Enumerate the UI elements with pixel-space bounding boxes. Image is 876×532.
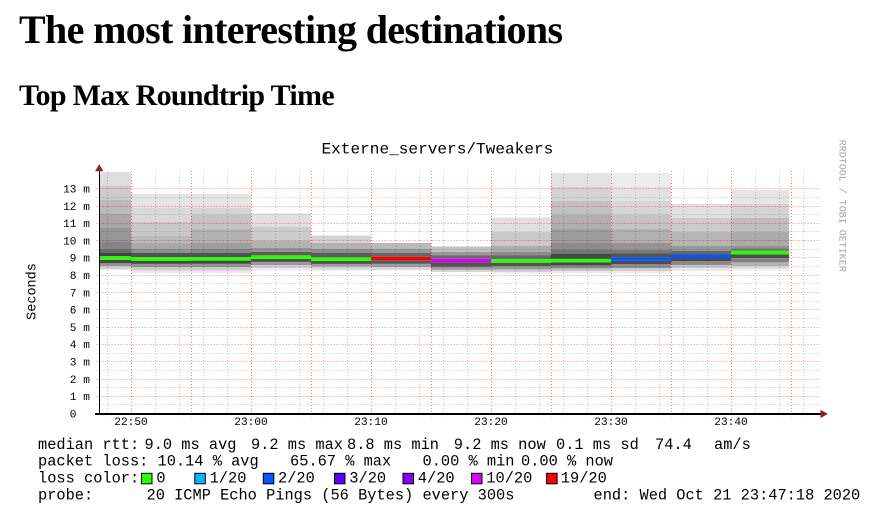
svg-text:74.4: 74.4	[655, 436, 692, 454]
svg-text:median rtt:: median rtt:	[38, 436, 139, 454]
svg-text:9.0 ms avg: 9.0 ms avg	[145, 436, 237, 454]
svg-text:11: 11	[63, 219, 77, 231]
svg-text:m: m	[83, 340, 90, 352]
svg-text:3/20: 3/20	[349, 470, 386, 488]
svg-text:end: Wed Oct 21 23:47:18 2020: end: Wed Oct 21 23:47:18 2020	[594, 487, 861, 505]
svg-text:9.2 ms now: 9.2 ms now	[454, 436, 547, 454]
svg-text:23:40: 23:40	[714, 417, 748, 429]
svg-text:m: m	[83, 254, 90, 266]
svg-text:20 ICMP Echo Pings (56 Bytes): 20 ICMP Echo Pings (56 Bytes) every 300s	[147, 487, 515, 505]
svg-text:7: 7	[70, 288, 77, 300]
svg-text:13: 13	[63, 185, 76, 197]
svg-text:m: m	[83, 358, 90, 370]
svg-text:m: m	[83, 323, 90, 335]
svg-text:19/20: 19/20	[561, 470, 607, 488]
svg-text:12: 12	[63, 202, 76, 214]
svg-text:23:10: 23:10	[354, 417, 388, 429]
svg-text:1/20: 1/20	[210, 470, 247, 488]
svg-text:3: 3	[70, 358, 77, 370]
svg-text:packet loss:: packet loss:	[38, 453, 148, 471]
svg-text:2: 2	[70, 375, 77, 387]
svg-text:loss color:: loss color:	[38, 470, 139, 488]
svg-text:23:30: 23:30	[594, 417, 628, 429]
svg-text:0: 0	[70, 409, 77, 421]
svg-text:9: 9	[70, 254, 77, 266]
svg-text:10: 10	[63, 236, 77, 248]
svg-text:5: 5	[70, 323, 77, 335]
svg-text:8: 8	[70, 271, 77, 283]
svg-text:m: m	[83, 375, 90, 387]
svg-text:am/s: am/s	[714, 436, 751, 454]
svg-text:10/20: 10/20	[486, 470, 532, 488]
svg-text:4: 4	[70, 340, 77, 352]
svg-text:Externe_servers/Tweakers: Externe_servers/Tweakers	[322, 141, 554, 159]
svg-text:0.00 % now: 0.00 % now	[521, 453, 614, 471]
svg-text:65.67 % max: 65.67 % max	[290, 453, 391, 471]
svg-text:8.8 ms min: 8.8 ms min	[347, 436, 439, 454]
svg-text:23:20: 23:20	[474, 417, 508, 429]
svg-text:1: 1	[70, 392, 77, 404]
svg-text:22:50: 22:50	[114, 417, 148, 429]
svg-text:probe:: probe:	[38, 487, 93, 505]
svg-text:m: m	[83, 202, 90, 214]
svg-text:0.1 ms sd: 0.1 ms sd	[556, 436, 639, 454]
svg-text:m: m	[83, 306, 90, 318]
svg-text:0.00 % min: 0.00 % min	[423, 453, 515, 471]
svg-text:m: m	[83, 271, 90, 283]
svg-text:m: m	[83, 236, 90, 248]
svg-text:m: m	[83, 185, 90, 197]
svg-text:4/20: 4/20	[418, 470, 455, 488]
svg-text:6: 6	[70, 306, 77, 318]
svg-text:23:00: 23:00	[234, 417, 268, 429]
svg-text:m: m	[83, 288, 90, 300]
svg-text:9.2 ms max: 9.2 ms max	[251, 436, 343, 454]
svg-text:m: m	[83, 219, 90, 231]
svg-text:Seconds: Seconds	[26, 263, 41, 320]
svg-text:2/20: 2/20	[278, 470, 315, 488]
svg-text:0: 0	[156, 470, 165, 488]
svg-text:m: m	[83, 392, 90, 404]
svg-text:10.14 % avg: 10.14 % avg	[158, 453, 259, 471]
svg-text:RRDTOOL / TOBI OETIKER: RRDTOOL / TOBI OETIKER	[835, 140, 847, 272]
